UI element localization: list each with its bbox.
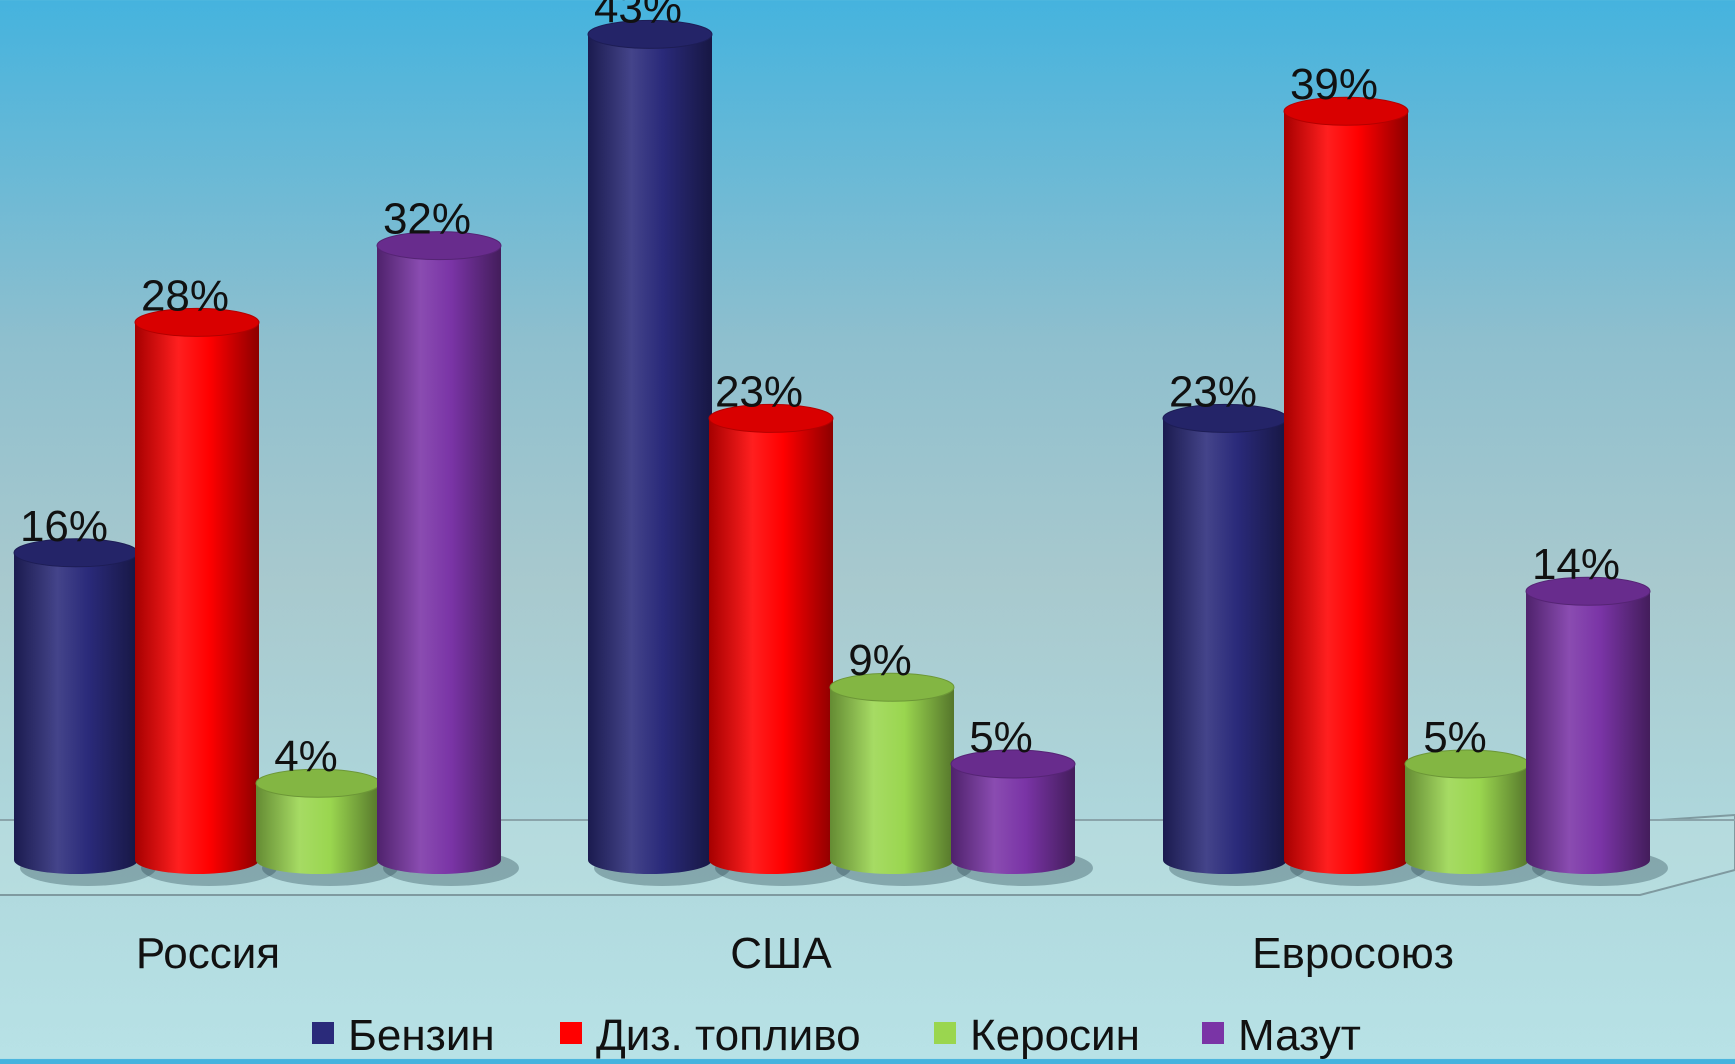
data-label-1-0: 28%: [141, 271, 229, 320]
bar-2-1: [829, 672, 972, 886]
bar-top: [708, 403, 834, 433]
bar-body: [377, 245, 501, 874]
bar-2-0: [255, 768, 398, 886]
data-label-2-1: 9%: [848, 636, 912, 685]
bar-top: [829, 672, 955, 702]
data-label-3-0: 32%: [383, 195, 471, 244]
bar-3-0: [376, 231, 519, 886]
data-label-3-1: 5%: [969, 713, 1033, 762]
bar-body: [709, 418, 833, 874]
data-label-1-2: 39%: [1290, 60, 1378, 109]
data-label-2-2: 5%: [1423, 713, 1487, 762]
bar-body: [1405, 764, 1529, 874]
bar-0-2: [1162, 403, 1305, 886]
legend-label: Диз. топливо: [596, 1011, 861, 1059]
bar-top: [587, 19, 713, 49]
legend-item-0: Бензин: [312, 1011, 495, 1060]
bar-top: [1525, 576, 1651, 606]
bar-3-1: [950, 749, 1093, 886]
data-label-0-1: 43%: [594, 0, 682, 32]
data-label-3-2: 14%: [1532, 540, 1620, 589]
legend-label: Керосин: [970, 1011, 1140, 1059]
bar-body: [951, 764, 1075, 874]
bar-top: [376, 231, 502, 261]
category-label-1: США: [730, 929, 832, 978]
bars-layer: [13, 19, 1668, 886]
legend-swatch: [312, 1022, 334, 1044]
bar-body: [256, 783, 380, 874]
data-labels-layer: 16% 28% 4% 32% 43% 23% 9% 5% 23% 39% 5% 14%: [20, 0, 1620, 781]
legend-swatch: [1202, 1022, 1224, 1044]
bar-3-2: [1525, 576, 1668, 886]
bar-1-0: [134, 307, 277, 886]
bar-1-1: [708, 403, 851, 886]
bar-body: [588, 34, 712, 874]
legend-label: Мазут: [1238, 1011, 1361, 1059]
bar-body: [830, 687, 954, 874]
bar-0-1: [587, 19, 730, 886]
category-labels-layer: Россия США Евросоюз: [136, 929, 1454, 978]
category-label-2: Евросоюз: [1252, 929, 1454, 978]
category-label-0: Россия: [136, 929, 280, 978]
data-label-1-1: 23%: [715, 367, 803, 416]
bar-top: [134, 307, 260, 337]
bar-top: [1283, 96, 1409, 126]
legend-swatch: [934, 1022, 956, 1044]
bar-body: [135, 322, 259, 874]
legend-item-1: Диз. топливо: [560, 1011, 861, 1060]
bar-body: [1284, 111, 1408, 874]
legend-swatch: [560, 1022, 582, 1044]
bar-1-2: [1283, 96, 1426, 886]
data-label-0-0: 16%: [20, 502, 108, 551]
bar-0-0: [13, 538, 156, 886]
bar-body: [14, 552, 138, 874]
data-label-0-2: 23%: [1169, 367, 1257, 416]
bar-body: [1526, 591, 1650, 874]
legend: Бензин Диз. топливо Керосин Мазут: [312, 1011, 1361, 1060]
data-label-2-0: 4%: [274, 732, 338, 781]
legend-item-3: Мазут: [1202, 1011, 1361, 1060]
bar-2-2: [1404, 749, 1547, 886]
bar-top: [950, 749, 1076, 779]
legend-item-2: Керосин: [934, 1011, 1140, 1060]
bar-body: [1163, 418, 1287, 874]
legend-label: Бензин: [348, 1011, 495, 1059]
